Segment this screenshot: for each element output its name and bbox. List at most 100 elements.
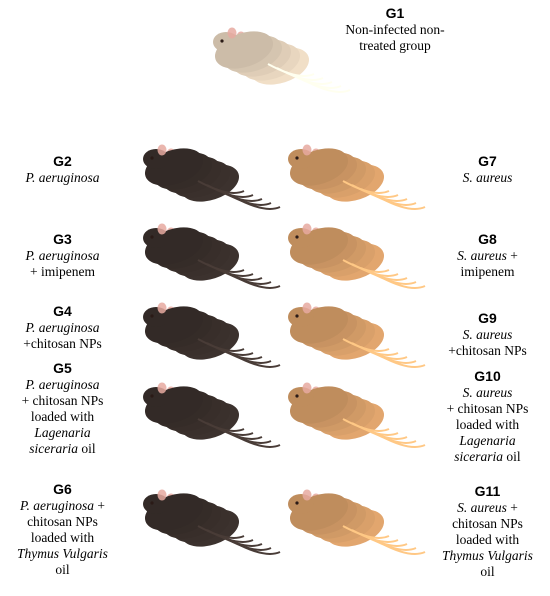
mice-g7 <box>285 135 426 215</box>
group-id-g1: G1 <box>385 5 405 21</box>
mice-stack <box>143 223 281 289</box>
mice-g4 <box>140 293 281 373</box>
mice-stack <box>288 223 426 289</box>
mouse <box>288 223 390 273</box>
mice-g10 <box>285 373 426 453</box>
mouse <box>143 382 245 432</box>
mice-stack <box>143 382 281 448</box>
mouse-eye <box>150 394 154 398</box>
mouse <box>143 302 245 352</box>
label-g8: G8 S. aureus + imipenem <box>425 231 550 280</box>
group-desc-line: +chitosan NPs <box>23 336 102 351</box>
mouse-tail <box>342 418 390 432</box>
group-desc-line: siceraria oil <box>454 449 521 464</box>
mice-g3 <box>140 214 281 294</box>
group-desc-g4: P. aeruginosa +chitosan NPs <box>0 320 125 352</box>
mice-g2 <box>140 135 281 215</box>
mouse-tail <box>342 180 390 194</box>
italic-term: P. aeruginosa <box>25 377 100 392</box>
mouse-tail <box>342 338 390 352</box>
group-desc-line: P. aeruginosa <box>0 170 125 186</box>
mouse-ear <box>157 489 167 501</box>
group-desc-line: Lagenaria <box>0 425 125 441</box>
mouse-tail <box>342 259 390 273</box>
mouse-eye <box>295 501 299 505</box>
mouse-ear <box>302 489 312 501</box>
mouse-tail <box>267 63 315 77</box>
mouse-eye <box>295 235 299 239</box>
mice-stack <box>288 302 426 368</box>
mouse <box>288 302 390 352</box>
mouse-eye <box>295 156 299 160</box>
mice-stack <box>143 302 281 368</box>
label-g5: G5 P. aeruginosa + chitosan NPs loaded wit… <box>0 360 125 457</box>
mouse-tail <box>197 525 245 539</box>
mouse-ear <box>157 302 167 314</box>
label-g7: G7 S. aureus <box>425 153 550 186</box>
group-desc-line: P. aeruginosa <box>0 248 125 264</box>
mouse <box>288 489 390 539</box>
mouse-ear <box>157 382 167 394</box>
italic-term: P. aeruginosa <box>25 320 100 335</box>
label-g3: G3 P. aeruginosa + imipenem <box>0 231 125 280</box>
group-desc-g9: S. aureus +chitosan NPs <box>425 327 550 359</box>
group-desc-g2: P. aeruginosa <box>0 170 125 186</box>
mice-stack <box>143 489 281 555</box>
group-desc-line: Non-infected non- <box>345 22 445 37</box>
italic-term: P. aeruginosa <box>25 170 100 185</box>
label-g4: G4 P. aeruginosa +chitosan NPs <box>0 303 125 352</box>
italic-term: Thymus Vulgaris <box>17 546 108 561</box>
group-desc-g6: P. aeruginosa + chitosan NPs loaded with Th… <box>0 498 125 578</box>
group-desc-g8: S. aureus + imipenem <box>425 248 550 280</box>
mice-g9 <box>285 293 426 373</box>
mouse-tail <box>197 418 245 432</box>
group-desc-g10: S. aureus + chitosan NPs loaded with Lagena… <box>425 385 550 465</box>
italic-term: P. aeruginosa <box>25 248 100 263</box>
label-g6: G6 P. aeruginosa + chitosan NPs loaded wit… <box>0 481 125 578</box>
group-desc-line: loaded with <box>30 530 95 545</box>
group-desc-g3: P. aeruginosa + imipenem <box>0 248 125 280</box>
group-id-g3: G3 <box>53 231 72 247</box>
mouse-tail <box>342 525 390 539</box>
group-desc-line: Thymus Vulgaris <box>425 548 550 564</box>
mouse-ear <box>157 223 167 235</box>
group-desc-line: imipenem <box>460 264 515 279</box>
italic-term: S. aureus <box>457 248 507 263</box>
group-desc-line: + chitosan NPs <box>446 401 529 416</box>
mouse <box>288 382 390 432</box>
mouse-eye <box>150 314 154 318</box>
group-desc-line: oil <box>480 564 495 579</box>
italic-term: Lagenaria <box>459 433 516 448</box>
group-desc-line: S. aureus <box>425 385 550 401</box>
mouse-ear <box>302 302 312 314</box>
group-desc-line: S. aureus + <box>457 248 518 263</box>
group-id-g7: G7 <box>478 153 497 169</box>
group-id-g8: G8 <box>478 231 497 247</box>
mouse-eye <box>150 156 154 160</box>
group-id-g2: G2 <box>53 153 72 169</box>
group-id-g4: G4 <box>53 303 72 319</box>
group-id-g6: G6 <box>53 481 72 497</box>
label-g11: G11 S. aureus + chitosan NPs loaded with Th… <box>425 483 550 580</box>
mice-g11 <box>285 480 426 560</box>
italic-term: Lagenaria <box>34 425 91 440</box>
italic-term: S. aureus <box>462 385 513 400</box>
mice-stack <box>288 144 426 210</box>
mouse-ear <box>302 382 312 394</box>
group-desc-line: treated group <box>359 38 431 53</box>
mice-g5 <box>140 373 281 453</box>
group-desc-line: + imipenem <box>30 264 95 279</box>
group-id-g10: G10 <box>474 368 501 384</box>
group-id-g11: G11 <box>474 483 501 499</box>
group-desc-g1: Non-infected non-treated group <box>315 22 475 54</box>
group-desc-line: Thymus Vulgaris <box>0 546 125 562</box>
mice-stack <box>288 489 426 555</box>
mouse-tail <box>197 338 245 352</box>
label-g1: G1 Non-infected non-treated group <box>315 5 475 54</box>
group-desc-g5: P. aeruginosa + chitosan NPs loaded with La… <box>0 377 125 457</box>
group-id-g5: G5 <box>53 360 72 376</box>
mouse-eye <box>220 39 224 43</box>
group-desc-line: loaded with <box>30 409 95 424</box>
label-g10: G10 S. aureus + chitosan NPs loaded with La… <box>425 368 550 465</box>
italic-term: S. aureus <box>462 170 513 185</box>
